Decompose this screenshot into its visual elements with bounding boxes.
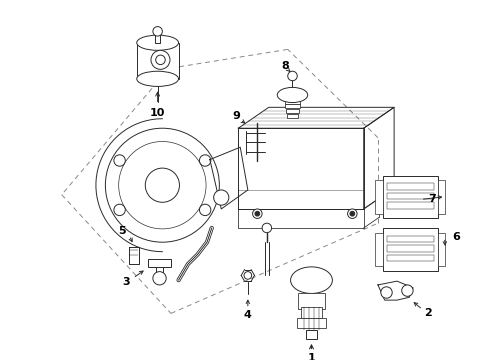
Bar bbox=[297, 318, 326, 328]
Circle shape bbox=[253, 209, 262, 219]
Ellipse shape bbox=[277, 87, 308, 103]
Bar bbox=[301, 307, 322, 318]
Circle shape bbox=[288, 71, 297, 81]
Bar bbox=[375, 233, 383, 266]
Bar bbox=[148, 259, 171, 267]
Circle shape bbox=[199, 155, 211, 166]
Circle shape bbox=[156, 55, 165, 64]
Bar bbox=[375, 180, 383, 214]
Circle shape bbox=[255, 211, 260, 216]
Circle shape bbox=[105, 128, 220, 242]
Bar bbox=[306, 329, 317, 339]
Bar bbox=[387, 255, 434, 261]
Bar bbox=[298, 293, 325, 309]
Text: 1: 1 bbox=[308, 353, 316, 360]
Ellipse shape bbox=[137, 35, 178, 50]
Bar bbox=[155, 31, 160, 43]
Circle shape bbox=[153, 27, 162, 36]
Circle shape bbox=[381, 287, 392, 298]
Circle shape bbox=[153, 272, 166, 285]
Bar bbox=[383, 228, 438, 271]
Bar bbox=[387, 245, 434, 252]
Ellipse shape bbox=[137, 71, 178, 86]
Circle shape bbox=[119, 141, 206, 229]
Ellipse shape bbox=[291, 267, 332, 293]
Text: 8: 8 bbox=[281, 62, 289, 72]
Text: 9: 9 bbox=[233, 111, 241, 121]
Circle shape bbox=[114, 204, 125, 216]
Circle shape bbox=[262, 223, 271, 233]
Circle shape bbox=[199, 204, 211, 216]
Bar bbox=[387, 202, 434, 209]
Circle shape bbox=[347, 209, 357, 219]
Circle shape bbox=[145, 168, 179, 202]
Bar bbox=[285, 100, 300, 104]
Circle shape bbox=[244, 272, 252, 279]
Bar bbox=[387, 235, 434, 242]
Text: 3: 3 bbox=[122, 277, 130, 287]
Bar bbox=[383, 176, 438, 219]
Circle shape bbox=[214, 190, 229, 205]
Bar bbox=[438, 180, 445, 214]
Text: 5: 5 bbox=[119, 226, 126, 236]
Bar bbox=[287, 114, 298, 118]
Circle shape bbox=[151, 50, 170, 69]
Text: 2: 2 bbox=[424, 309, 432, 318]
Bar bbox=[387, 183, 434, 190]
Text: 6: 6 bbox=[452, 233, 460, 242]
Bar bbox=[284, 95, 301, 99]
Bar bbox=[387, 193, 434, 199]
Circle shape bbox=[402, 285, 413, 296]
Bar bbox=[156, 263, 163, 280]
Text: 10: 10 bbox=[150, 108, 165, 118]
Bar bbox=[286, 109, 299, 113]
Bar bbox=[285, 104, 299, 108]
Bar bbox=[438, 233, 445, 266]
Text: 7: 7 bbox=[428, 194, 436, 204]
Circle shape bbox=[114, 155, 125, 166]
Circle shape bbox=[350, 211, 355, 216]
Text: 4: 4 bbox=[244, 310, 252, 320]
Bar bbox=[137, 43, 178, 79]
